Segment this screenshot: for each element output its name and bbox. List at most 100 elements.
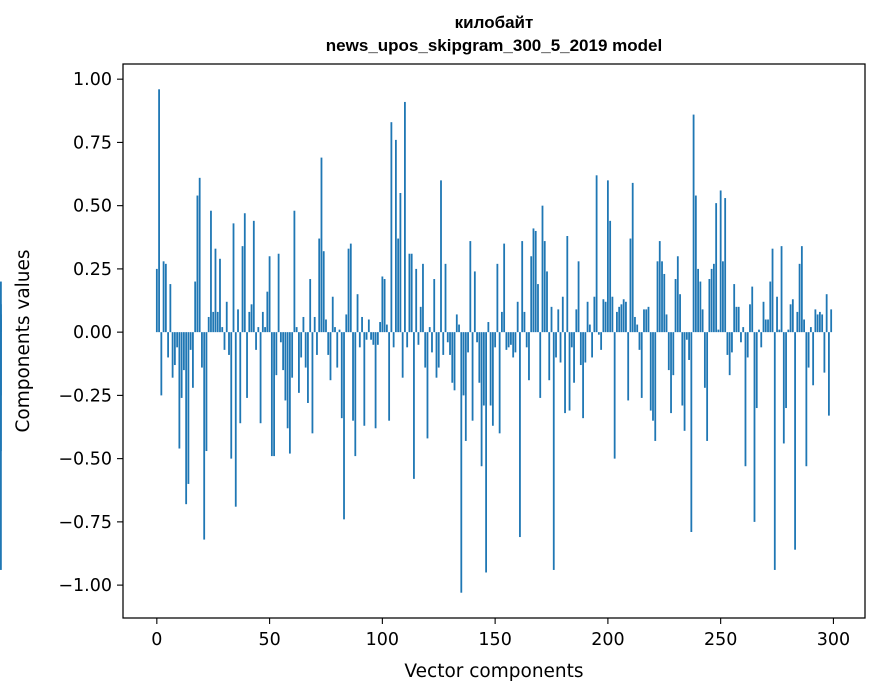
bar-36	[237, 309, 239, 333]
bar-34	[232, 223, 235, 333]
bar-94	[367, 319, 370, 333]
bar-144	[480, 332, 483, 467]
bar-263	[749, 304, 751, 333]
bar-50	[268, 256, 271, 333]
bar-282	[791, 299, 794, 333]
bar-247	[712, 263, 715, 333]
bar-120	[426, 332, 429, 439]
bar-3	[162, 261, 165, 333]
x-tick-label: 150	[478, 630, 511, 650]
bar-98	[376, 332, 379, 345]
bar-136	[462, 332, 465, 396]
bar-293	[816, 314, 819, 333]
bar-28	[219, 258, 221, 333]
bar-191	[586, 301, 589, 333]
bar-213	[636, 324, 639, 333]
chart-subtitle: news_upos_skipgram_300_5_2019 model	[326, 36, 662, 55]
bar-140	[471, 332, 474, 421]
bar-241	[699, 281, 702, 333]
bar-286	[800, 246, 803, 333]
bar-111	[406, 332, 409, 348]
bar-255	[731, 332, 733, 353]
bar-108	[399, 193, 402, 333]
bar-92	[363, 332, 366, 426]
bar-235	[685, 332, 688, 340]
bar-246	[710, 268, 713, 333]
bar-272	[769, 281, 772, 333]
bar-210	[629, 238, 632, 333]
bar-undefined	[0, 332, 2, 452]
bar-19	[198, 177, 201, 333]
bar-106	[394, 139, 397, 333]
bar-133	[455, 314, 458, 333]
y-tick-label: −0.75	[58, 513, 112, 533]
bar-252	[724, 198, 727, 333]
bar-25	[212, 311, 215, 333]
bar-141	[473, 271, 476, 333]
bar-185	[573, 332, 575, 383]
bar-225	[663, 273, 666, 333]
bar-137	[464, 332, 467, 441]
bar-54	[277, 253, 280, 333]
bar-88	[354, 332, 357, 457]
bar-60	[291, 332, 294, 378]
bar-169	[537, 284, 539, 333]
bar-89	[356, 294, 359, 333]
bar-17	[194, 281, 197, 333]
bar-198	[602, 299, 605, 333]
bar-157	[510, 332, 512, 345]
bar-97	[374, 332, 377, 429]
bar-114	[413, 332, 415, 479]
y-tick-label: −0.50	[58, 450, 112, 470]
bar-279	[785, 332, 787, 409]
bar-122	[431, 332, 433, 353]
bar-175	[550, 306, 553, 333]
bar-208	[625, 301, 627, 333]
bar-110	[404, 101, 406, 333]
bar-221	[654, 332, 657, 441]
bar-224	[661, 261, 663, 333]
bar-228	[670, 332, 672, 414]
bar-172	[543, 241, 546, 333]
bar-296	[823, 332, 826, 373]
x-tick-label: 100	[366, 630, 399, 650]
bar-61	[293, 210, 296, 333]
bar-96	[372, 332, 375, 345]
bar-53	[275, 332, 278, 376]
bar-295	[821, 314, 824, 333]
bar-161	[519, 332, 521, 538]
bar-126	[440, 180, 442, 333]
bar-171	[541, 205, 544, 333]
bar-82	[340, 332, 343, 419]
bar-145	[482, 332, 485, 406]
bar-42	[250, 304, 253, 333]
bar-71	[316, 332, 318, 355]
bar-212	[634, 316, 636, 333]
bar-290	[809, 327, 812, 333]
bar-294	[818, 311, 821, 333]
y-axis-label: Components values	[13, 249, 34, 432]
bar-80	[336, 332, 339, 368]
bar-203	[613, 332, 616, 459]
bar-266	[755, 332, 758, 409]
bar-299	[830, 309, 833, 333]
bar-284	[796, 311, 799, 333]
bar-223	[658, 241, 661, 333]
bar-230	[674, 279, 677, 333]
bar-47	[261, 311, 264, 333]
bar-271	[767, 319, 769, 333]
x-tick-label: 0	[151, 630, 162, 650]
bar-257	[735, 306, 738, 333]
bar-189	[582, 332, 584, 419]
bar-149	[491, 332, 494, 426]
bar-52	[273, 332, 275, 457]
bar-184	[570, 332, 573, 348]
bar-283	[794, 332, 796, 550]
bar-79	[334, 327, 336, 333]
bar-256	[733, 284, 736, 333]
bar-258	[737, 306, 740, 333]
bar-129	[446, 332, 449, 343]
bar-292	[814, 309, 817, 333]
bar-227	[667, 332, 670, 371]
bar-217	[645, 309, 648, 333]
